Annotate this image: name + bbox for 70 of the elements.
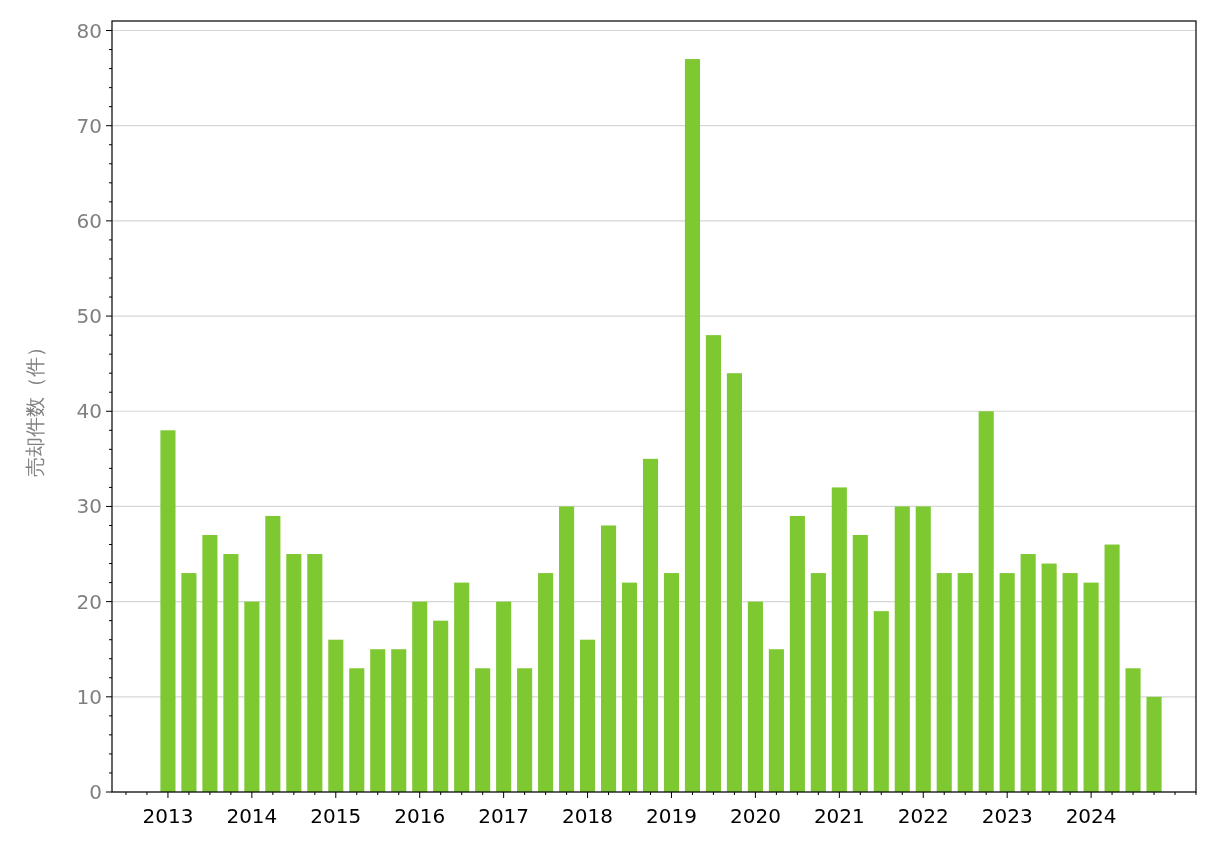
bar (1062, 573, 1078, 792)
bar (538, 573, 554, 792)
bar (936, 573, 952, 792)
x-tick-label: 2023 (981, 804, 1033, 828)
bar (181, 573, 197, 792)
x-tick-label: 2022 (897, 804, 949, 828)
bar (349, 668, 365, 792)
y-tick-label: 30 (76, 494, 102, 519)
bar (580, 639, 596, 792)
y-tick-label: 60 (76, 208, 102, 233)
bar (265, 515, 281, 792)
x-tick-label: 2015 (310, 804, 362, 828)
bar (789, 515, 805, 792)
bar (286, 554, 302, 792)
bar (894, 506, 910, 792)
x-tick-label: 2018 (562, 804, 614, 828)
x-tick-label: 2013 (142, 804, 194, 828)
bar (160, 430, 176, 792)
x-tick-label: 2016 (394, 804, 446, 828)
y-tick-label: 40 (76, 399, 102, 424)
x-tick-label: 2019 (646, 804, 697, 828)
bar (412, 601, 428, 792)
x-tick-label: 2024 (1065, 804, 1117, 828)
y-tick-label: 0 (89, 780, 102, 804)
bar (957, 573, 973, 792)
bar (202, 535, 218, 792)
y-tick-label: 50 (76, 304, 102, 329)
bar (684, 59, 701, 792)
bar (873, 611, 889, 792)
bar (1146, 696, 1162, 792)
bar (726, 373, 742, 792)
bar (642, 458, 659, 792)
bar (768, 649, 784, 792)
x-tick-label: 2014 (226, 804, 278, 828)
bar (621, 582, 638, 792)
bar (999, 573, 1015, 792)
y-axis-title: 売却件数（件） (23, 336, 47, 477)
bar (1083, 582, 1099, 792)
bar (1020, 554, 1036, 792)
bar (978, 411, 994, 792)
bar (307, 554, 323, 792)
bar (1041, 563, 1057, 792)
bar (223, 554, 239, 792)
bar (391, 649, 407, 792)
x-tick-label: 2017 (478, 804, 530, 828)
bar (244, 601, 260, 792)
bar (852, 535, 868, 792)
x-tick-label: 2021 (813, 804, 865, 828)
bar (433, 620, 449, 792)
y-tick-label: 10 (76, 684, 102, 709)
bar (475, 668, 491, 792)
bar (328, 639, 344, 792)
bar (705, 335, 721, 792)
bar (600, 525, 617, 792)
bar (370, 649, 386, 792)
y-tick-label: 80 (76, 18, 102, 43)
bar (747, 601, 763, 792)
bar (663, 573, 680, 792)
y-tick-label: 70 (76, 113, 102, 138)
bar (810, 573, 826, 792)
bar (517, 668, 533, 792)
y-tick-label: 20 (76, 589, 102, 614)
bar (1125, 668, 1141, 792)
bar (559, 506, 575, 792)
bar (454, 582, 470, 792)
x-tick-label: 2020 (729, 804, 781, 828)
bar (1104, 544, 1120, 792)
bar (496, 601, 512, 792)
bar (915, 506, 931, 792)
bar (831, 487, 847, 792)
